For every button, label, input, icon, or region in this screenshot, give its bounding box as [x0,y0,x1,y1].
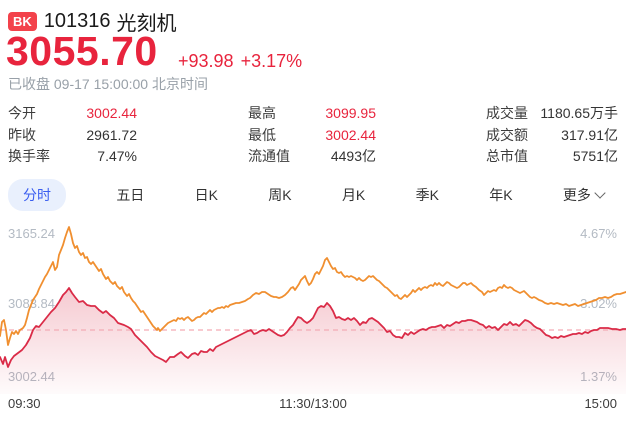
price-change-percent: +3.17% [240,51,303,71]
y-axis-percent-label: 4.67% [580,226,617,241]
stat-label: 总市值 [486,148,528,165]
header: BK 101316 光刻机 [8,7,177,36]
orange-compare-line [0,226,626,346]
tab-月K[interactable]: 月K [341,186,366,203]
chart-period-tabs: 分时 五日 日K 周K 月K 季K 年K 更多 [8,178,606,211]
stat-value: 1180.65万手 [540,104,618,121]
time-axis: 09:30 11:30/13:00 15:00 [0,396,626,412]
red-index-line-area-fill [0,288,626,394]
stat-row: 最高 3099.95 [248,102,376,124]
stat-value: 317.91亿 [561,126,618,143]
y-axis-percent-label: 3.02% [580,296,617,311]
stat-row: 换手率 7.47% [8,145,137,167]
stat-value: 3002.44 [325,126,376,143]
stat-label: 今开 [8,104,36,121]
stat-row: 最低 3002.44 [248,124,376,146]
stat-row: 流通值 4493亿 [248,145,376,167]
market-status: 已收盘 09-17 15:00:00 北京时间 [8,76,208,92]
stat-value: 7.47% [97,148,137,165]
stock-name: 光刻机 [116,13,177,35]
x-axis-time-label: 11:30/13:00 [279,396,347,411]
stat-label: 成交量 [486,104,528,121]
price-change-group: +93.98 +3.17% [178,51,309,72]
stat-value: 2961.72 [86,126,137,143]
stat-row: 总市值 5751亿 [486,145,618,167]
stats-column: 成交量 1180.65万手 成交额 317.91亿总市值 5751亿 [486,102,618,167]
x-axis-time-label: 15:00 [584,396,617,411]
red-index-line [0,287,626,368]
stat-label: 流通值 [248,148,290,165]
intraday-chart-canvas[interactable] [0,218,626,394]
tab-周K[interactable]: 周K [268,186,292,203]
stat-label: 最高 [248,104,276,121]
stat-row: 成交量 1180.65万手 [486,102,618,124]
stats-column: 最高 3099.95 最低 3002.44 流通值 4493亿 [248,102,376,167]
stat-value: 5751亿 [572,148,618,165]
x-axis-time-label: 09:30 [8,396,41,411]
chevron-down-icon [594,186,606,199]
market-type-badge: BK [8,12,37,31]
stat-label: 最低 [248,126,276,143]
tab-more[interactable]: 更多 [562,185,606,205]
more-label: 更多 [562,186,591,203]
stat-label: 昨收 [8,126,36,143]
tab-年K[interactable]: 年K [489,186,513,203]
stat-row: 昨收 2961.72 [8,124,137,146]
current-price: 3055.70 [6,28,158,74]
tab-分时[interactable]: 分时 [8,178,66,211]
stock-code: 101316 [43,10,111,32]
stats-column: 今开 3002.44 昨收 2961.72 换手率 7.47% [8,102,137,167]
price-change: +93.98 [178,51,234,71]
stat-row: 成交额 317.91亿 [486,124,618,146]
tab-五日[interactable]: 五日 [116,186,145,203]
stat-label: 换手率 [8,148,50,165]
stat-row: 今开 3002.44 [8,102,137,124]
tab-季K[interactable]: 季K [415,186,439,203]
stat-value: 4493亿 [330,148,376,165]
tab-日K[interactable]: 日K [194,186,218,203]
stats-grid: 今开 3002.44 昨收 2961.72 换手率 7.47% 最高 3099.95 最低 300… [0,102,626,168]
stat-value: 3099.95 [325,104,376,121]
stat-label: 成交额 [486,126,528,143]
y-axis-price-label: 3165.24 [8,226,55,241]
stat-value: 3002.44 [86,104,137,121]
